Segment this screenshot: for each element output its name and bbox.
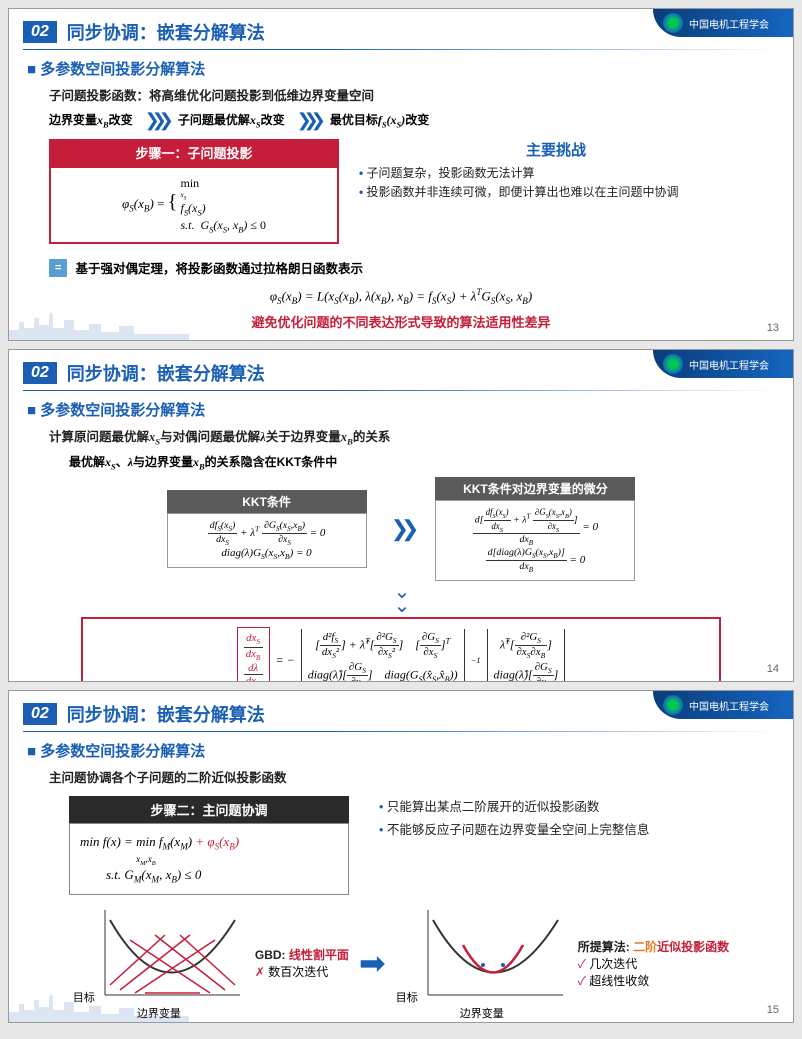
kkt-conditions: KKT条件 dfS(xS)dxS + λT ∂GS(xS,xB)∂xS = 0 … [167, 490, 367, 568]
slide-13: 02 同步协调：嵌套分解算法 中国电机工程学会 多参数空间投影分解算法 子问题投… [8, 8, 794, 341]
proposed-chart: 目标 边界变量 [396, 905, 568, 1021]
proposed-label: 二阶近似投影函数 [633, 940, 729, 954]
x-axis-label: 边界变量 [396, 1005, 568, 1021]
step2-notes: 只能算出某点二阶展开的近似投影函数 不能够反应子问题在边界变量全空间上完整信息 [379, 796, 649, 842]
lagrange-formula: φS(xB) = L(xS(xB), λ(xB), xB) = fS(xS) +… [9, 285, 793, 308]
kkt-differential: KKT条件对边界变量的微分 d[dfS(xS)dxS + λT ∂GS(xS,x… [435, 477, 635, 581]
description: 子问题投影函数：将高维优化问题投影到低维边界变量空间 [9, 81, 793, 108]
flow-diagram: 边界变量xB改变 ❯❯❯ 子问题最优解xS改变 ❯❯❯ 最优目标fS(xS)改变 [9, 108, 793, 133]
page-number: 15 [767, 1004, 779, 1016]
skyline-decoration [9, 992, 189, 1022]
flow-step-3: 最优目标fS(xS)改变 [330, 111, 429, 129]
note-item: 不能够反应子问题在边界变量全空间上完整信息 [379, 819, 649, 838]
step2-row: 步骤二：主问题协调 min f(x) = minxM,xB fM(xM) + φ… [9, 790, 793, 901]
chevron-icon: ❯❯❯ [145, 110, 166, 131]
y-axis-label: 目标 [396, 989, 418, 1005]
slide-header: 02 同步协调：嵌套分解算法 中国电机工程学会 [9, 9, 793, 49]
challenges-col: 主要挑战 子问题复杂，投影函数无法计算 投影函数并非连续可微，即便计算出也难以在… [359, 139, 753, 202]
note: 最优解xS、λ与边界变量xB的关系隐含在KKT条件中 [9, 451, 793, 473]
org-logo: 中国电机工程学会 [653, 691, 793, 719]
step2-formula: min f(x) = minxM,xB fM(xM) + φS(xB) s.t.… [69, 823, 349, 895]
section-number: 02 [23, 703, 57, 725]
section-number: 02 [23, 362, 57, 384]
org-name: 中国电机工程学会 [689, 16, 769, 31]
description: 主问题协调各个子问题的二阶近似投影函数 [9, 763, 793, 790]
kkt-diff-header: KKT条件对边界变量的微分 [435, 477, 635, 500]
gbd-label: 线性割平面 [289, 948, 349, 962]
content-columns: 步骤一：子问题投影 φS(xB) = { minxS fS(xS) s.t. G… [9, 133, 793, 250]
kkt-diff-body: d[dfS(xS)dxS + λT ∂GS(xS,xB)∂xS]dxB = 0 … [435, 500, 635, 581]
slide-title: 同步协调：嵌套分解算法 [67, 701, 265, 727]
chevron-icon: ❯❯ [391, 516, 412, 542]
step1-box: 步骤一：子问题投影 φS(xB) = { minxS fS(xS) s.t. G… [49, 139, 339, 244]
slide-title: 同步协调：嵌套分解算法 [67, 19, 265, 45]
proposed-legend: 所提算法: 二阶近似投影函数 几次迭代 超线性收敛 [578, 938, 729, 989]
challenge-header: 主要挑战 [359, 139, 753, 160]
org-name: 中国电机工程学会 [689, 357, 769, 372]
step1-formula: φS(xB) = { minxS fS(xS) s.t. GS(xS, xB) … [49, 166, 339, 244]
matrix-equation: dxSdxB dλdxB = − [d²fSdxS²] + λ̂T[∂²GS∂x… [81, 617, 721, 682]
arrow-icon: ➡ [359, 944, 386, 982]
gbd-note: 数百次迭代 [255, 963, 349, 980]
slide-15: 02 同步协调：嵌套分解算法 中国电机工程学会 多参数空间投影分解算法 主问题协… [8, 690, 794, 1023]
flow-step-2: 子问题最优解xS改变 [178, 111, 285, 129]
kkt-header: KKT条件 [167, 490, 367, 513]
challenge-item: 子问题复杂，投影函数无法计算 [359, 164, 753, 181]
chart-svg [418, 905, 568, 1005]
challenge-list: 子问题复杂，投影函数无法计算 投影函数并非连续可微，即便计算出也难以在主问题中协… [359, 164, 753, 200]
note-item: 只能算出某点二阶展开的近似投影函数 [379, 796, 649, 815]
kkt-body: dfS(xS)dxS + λT ∂GS(xS,xB)∂xS = 0 diag(λ… [167, 513, 367, 568]
equals-badge: = [49, 259, 67, 277]
slide-14: 02 同步协调：嵌套分解算法 中国电机工程学会 多参数空间投影分解算法 计算原问… [8, 349, 794, 682]
section-number: 02 [23, 21, 57, 43]
slide-header: 02 同步协调：嵌套分解算法 中国电机工程学会 [9, 350, 793, 390]
gbd-legend: GBD: 线性割平面 数百次迭代 [255, 946, 349, 980]
duality-text: 基于强对偶定理，将投影函数通过拉格朗日函数表示 [75, 258, 363, 277]
org-logo: 中国电机工程学会 [653, 350, 793, 378]
duality-note: = 基于强对偶定理，将投影函数通过拉格朗日函数表示 [49, 258, 753, 277]
chevron-icon: ❯❯❯ [297, 110, 318, 131]
chart-svg [95, 905, 245, 1005]
step1-header: 步骤一：子问题投影 [49, 139, 339, 166]
page-number: 13 [767, 322, 779, 334]
proposed-note1: 几次迭代 [578, 955, 729, 972]
slide-title: 同步协调：嵌套分解算法 [67, 360, 265, 386]
subtitle: 多参数空间投影分解算法 [9, 732, 793, 763]
proposed-note2: 超线性收敛 [578, 972, 729, 989]
subtitle: 多参数空间投影分解算法 [9, 391, 793, 422]
skyline-decoration [9, 310, 189, 340]
org-logo: 中国电机工程学会 [653, 9, 793, 37]
down-chevron-icon: ⌄⌄ [9, 585, 793, 613]
subtitle: 多参数空间投影分解算法 [9, 50, 793, 81]
description: 计算原问题最优解xS与对偶问题最优解λ关于边界变量xB的关系 [9, 422, 793, 451]
slide-header: 02 同步协调：嵌套分解算法 中国电机工程学会 [9, 691, 793, 731]
page-number: 14 [767, 663, 779, 675]
challenge-item: 投影函数并非连续可微，即便计算出也难以在主问题中协调 [359, 183, 753, 200]
kkt-row: KKT条件 dfS(xS)dxS + λT ∂GS(xS,xB)∂xS = 0 … [9, 473, 793, 585]
flow-step-1: 边界变量xB改变 [49, 111, 133, 129]
step2-box: 步骤二：主问题协调 min f(x) = minxM,xB fM(xM) + φ… [69, 796, 349, 895]
org-name: 中国电机工程学会 [689, 698, 769, 713]
step2-header: 步骤二：主问题协调 [69, 796, 349, 823]
